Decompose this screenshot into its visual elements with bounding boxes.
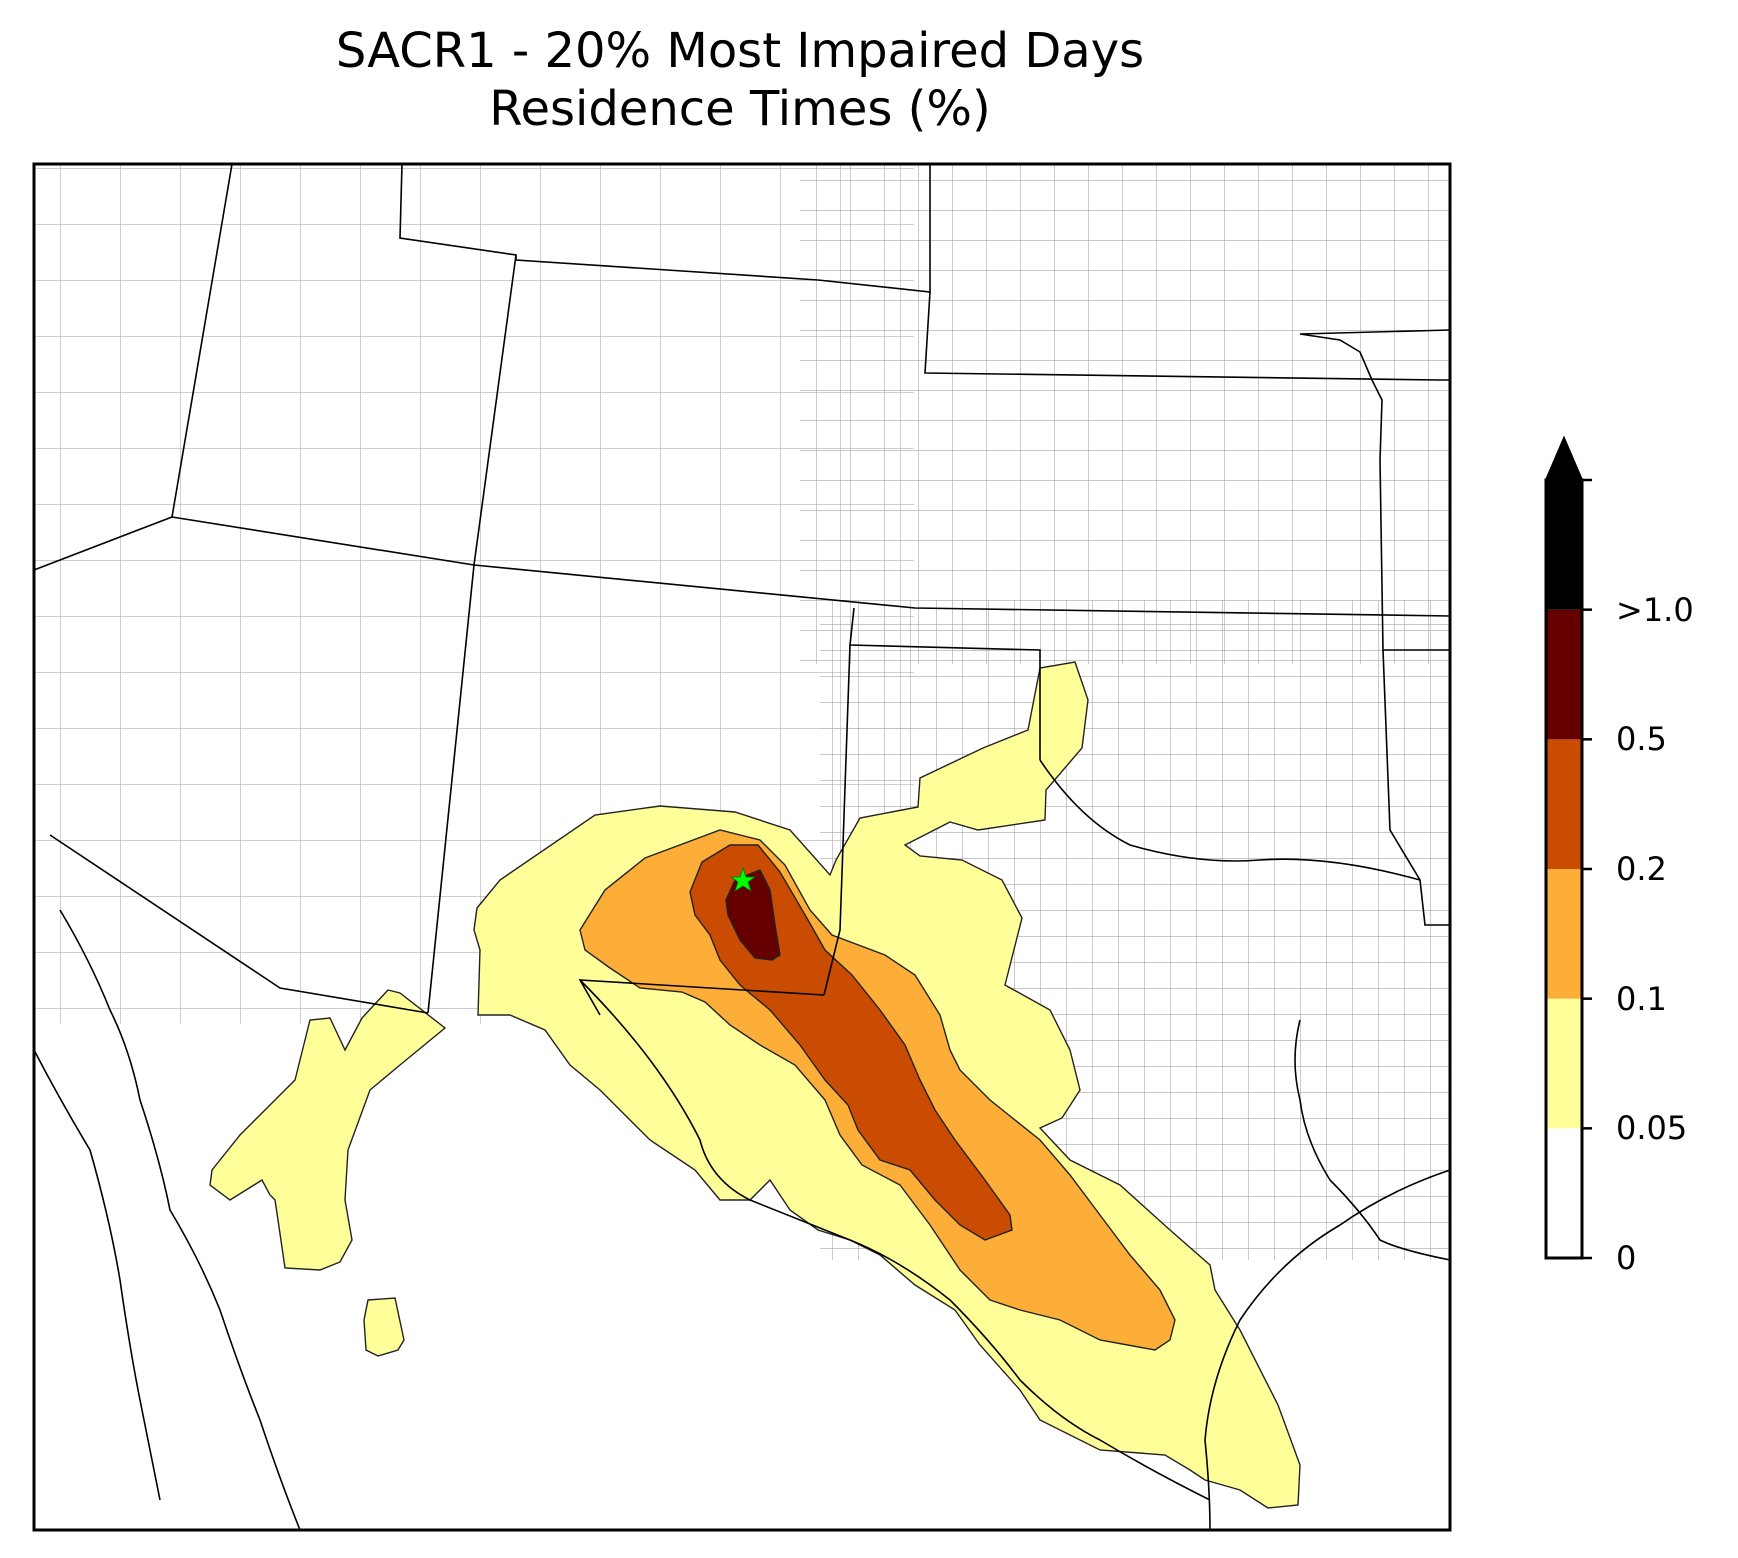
map-panel xyxy=(34,164,1450,1530)
colorbar-bin xyxy=(1546,609,1582,740)
colorbar-bin xyxy=(1546,998,1582,1129)
county-boundaries xyxy=(34,164,1450,1260)
chart-title: SACR1 - 20% Most Impaired Days Residence… xyxy=(0,22,1480,138)
residence-time-contours xyxy=(209,661,1301,1509)
colorbar-tick-label: >1.0 xyxy=(1616,590,1694,629)
contour-0.05-west xyxy=(209,989,447,1271)
colorbar-bin xyxy=(1546,1128,1582,1258)
title-line-2: Residence Times (%) xyxy=(489,81,991,137)
colorbar-tick-label: 0.05 xyxy=(1616,1109,1688,1148)
title-line-1: SACR1 - 20% Most Impaired Days xyxy=(335,23,1145,79)
colorbar-tick-label: 0.1 xyxy=(1616,979,1667,1018)
colorbar-bin xyxy=(1546,869,1582,999)
colorbar-tick-label: 0.5 xyxy=(1616,720,1667,759)
contour-0.5 xyxy=(725,869,781,961)
state-boundaries xyxy=(34,164,1450,1530)
colorbar-tick-label: 0.2 xyxy=(1616,850,1667,888)
site-star-marker xyxy=(729,866,757,892)
colorbar xyxy=(1544,435,1592,1260)
map-frame xyxy=(32,162,1452,1532)
colorbar-extend-arrow xyxy=(1544,435,1584,481)
contour-0.05-island xyxy=(363,1297,405,1357)
colorbar-bin xyxy=(1546,739,1582,869)
colorbar-bin xyxy=(1546,480,1582,610)
colorbar-tick-label: 0 xyxy=(1616,1239,1637,1277)
